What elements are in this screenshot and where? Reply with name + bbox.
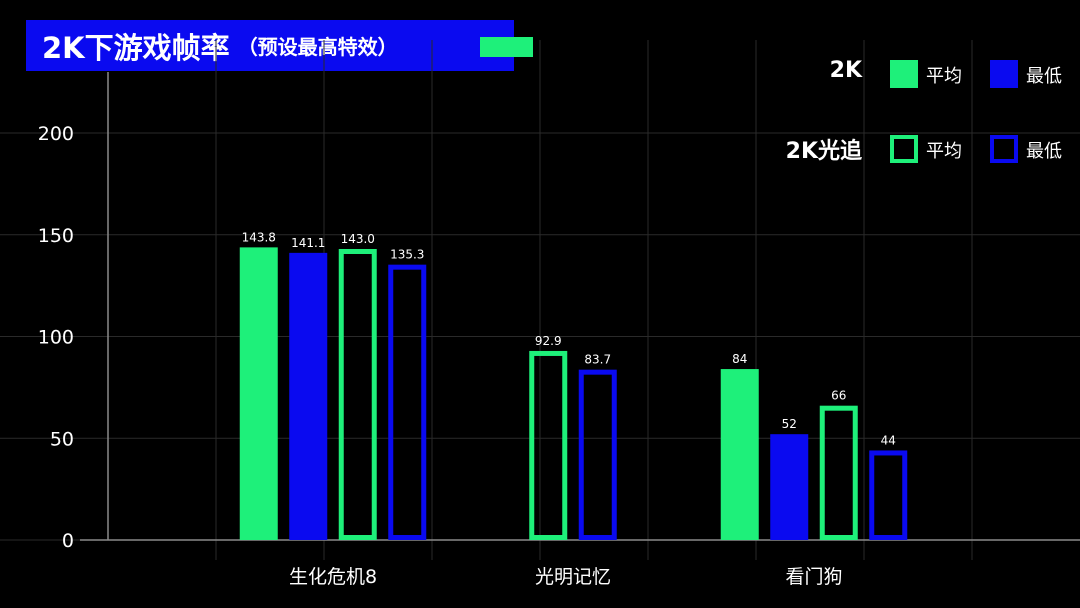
chart-title-banner: 2K下游戏帧率 （预设最高特效） bbox=[26, 20, 514, 71]
data-label: 143.0 bbox=[341, 232, 375, 246]
data-label: 44 bbox=[881, 433, 896, 447]
data-label: 141.1 bbox=[291, 236, 325, 250]
y-tick-label: 200 bbox=[38, 123, 74, 145]
y-tick-label: 50 bbox=[50, 428, 74, 450]
legend-label-2k-avg: 平均 bbox=[926, 66, 962, 87]
y-tick-label: 0 bbox=[62, 530, 74, 552]
data-label: 84 bbox=[732, 352, 747, 366]
legend-swatch-2k-avg bbox=[890, 60, 918, 88]
bar bbox=[578, 369, 617, 540]
y-tick-label: 150 bbox=[38, 225, 74, 247]
x-tick-label: 生化危机8 bbox=[289, 566, 377, 588]
legend-label-2k-rt-min: 最低 bbox=[1026, 141, 1062, 162]
bar bbox=[388, 264, 427, 540]
x-tick-label: 看门狗 bbox=[785, 566, 842, 588]
bar bbox=[338, 248, 377, 540]
data-label: 52 bbox=[782, 417, 797, 431]
legend-label-2k-rt-avg: 平均 bbox=[926, 141, 962, 162]
bar bbox=[819, 405, 858, 540]
bar bbox=[529, 350, 568, 540]
x-tick-label: 光明记忆 bbox=[535, 566, 611, 588]
bar bbox=[720, 369, 759, 540]
data-label: 92.9 bbox=[535, 334, 562, 348]
legend-swatch-2k-rt-min bbox=[990, 135, 1018, 163]
data-label: 66 bbox=[831, 389, 846, 403]
chart-title: 2K下游戏帧率 bbox=[42, 30, 230, 65]
legend-label-2k-min: 最低 bbox=[1026, 66, 1062, 87]
title-accent-bar bbox=[480, 37, 533, 57]
bar bbox=[770, 434, 809, 540]
bar bbox=[289, 252, 328, 540]
data-label: 83.7 bbox=[584, 353, 611, 367]
chart-subtitle: （预设最高特效） bbox=[237, 35, 398, 59]
data-label: 135.3 bbox=[390, 248, 424, 262]
legend-swatch-2k-rt-avg bbox=[890, 135, 918, 163]
bar bbox=[869, 450, 908, 540]
legend-swatch-2k-min bbox=[990, 60, 1018, 88]
y-tick-label: 100 bbox=[38, 327, 74, 349]
legend-group-2k-rt: 2K光追 bbox=[785, 139, 862, 164]
data-label: 143.8 bbox=[242, 230, 276, 244]
bar bbox=[239, 247, 278, 540]
legend-group-2k: 2K bbox=[829, 58, 862, 83]
